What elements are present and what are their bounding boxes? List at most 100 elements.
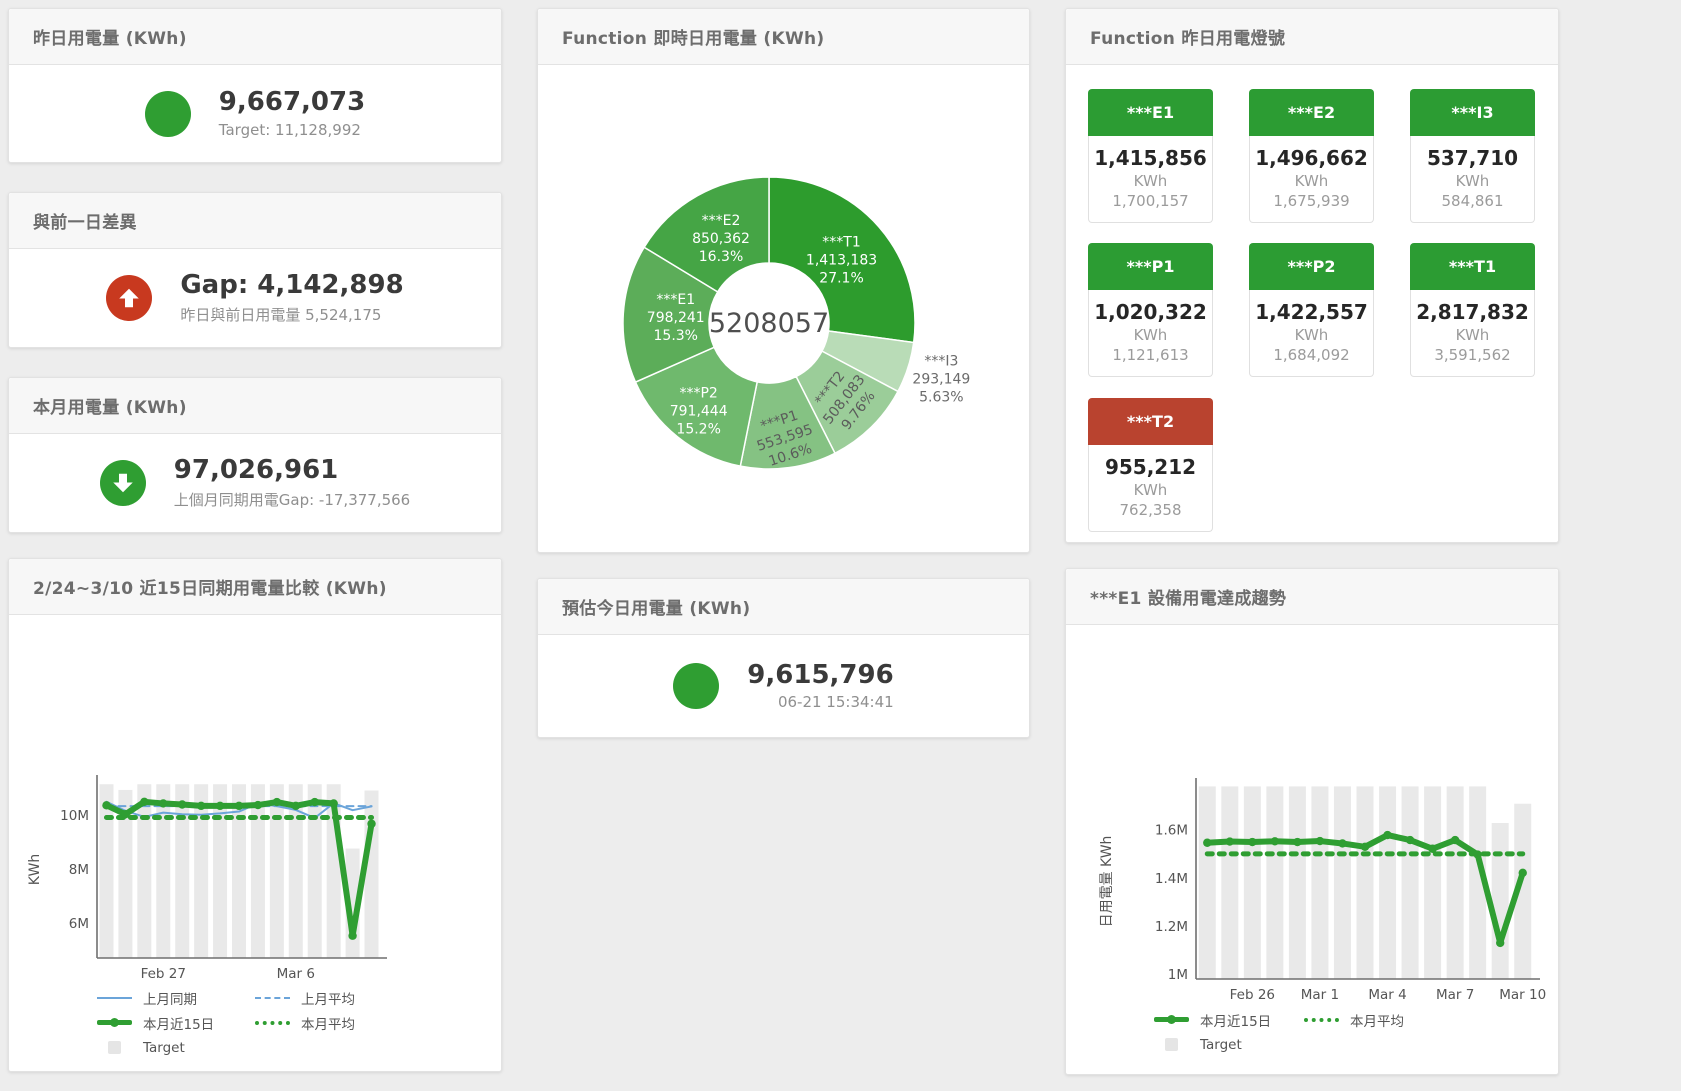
legend-item[interactable]: Target <box>97 1037 255 1059</box>
panel-title: 本月用電量 (KWh) <box>33 398 187 418</box>
status-circle-icon <box>144 90 191 137</box>
target-bar <box>250 784 265 958</box>
tile-target: 1,700,157 <box>1112 192 1189 210</box>
target-bar <box>1266 786 1284 979</box>
tile-target: 584,861 <box>1441 192 1504 210</box>
tile-value: 2,817,832 <box>1416 300 1529 325</box>
legend-label: 上月平均 <box>301 992 355 1008</box>
panel-header: Function 昨日用電燈號 <box>1066 9 1558 65</box>
e1-trend-line-chart: 1M 1.2M 1.4M 1.6M Feb 26 Mar 1 Mar 4 Mar 7 Mar 1… <box>1099 778 1546 1003</box>
legend-item[interactable]: 本月近15日 <box>1154 1009 1304 1031</box>
target-bar <box>1491 823 1509 979</box>
panel-title: Function 即時日用電量 (KWh) <box>562 29 825 49</box>
target-bar <box>175 784 190 958</box>
tile-body: 1,415,856 KWh 1,700,157 <box>1088 136 1213 223</box>
legend-label: 本月平均 <box>301 1017 355 1033</box>
panel-15day-compare: 2/24~3/10 近15日同期用電量比較 (KWh) 6M 8M 10M Feb 2… <box>8 558 502 1072</box>
x-tick-label: Feb 27 <box>141 966 186 982</box>
y-axis-title: 日用電量 KWh <box>1099 836 1115 928</box>
legend-swatch-dashed <box>255 991 290 1005</box>
target-bar <box>269 784 284 958</box>
data-point <box>1203 838 1212 847</box>
x-tick-label: Feb 26 <box>1230 987 1275 1003</box>
target-bar <box>1424 786 1442 979</box>
slice-label: ***P2 791,444 15.2% <box>670 386 728 438</box>
y-tick-label: 1.6M <box>1155 823 1188 839</box>
tile-target: 1,675,939 <box>1273 192 1350 210</box>
compare-line-chart: 6M 8M 10M Feb 27 Mar 6 KWh <box>27 775 387 982</box>
tile-target: 1,121,613 <box>1112 346 1189 365</box>
target-bar <box>288 784 303 958</box>
target-bar <box>118 789 133 958</box>
tile-body: 537,710 KWh 584,861 <box>1410 136 1535 223</box>
data-point <box>367 819 376 828</box>
stat-value: 9,615,796 <box>747 659 894 690</box>
data-point <box>1518 868 1527 878</box>
status-tile: ***I3 537,710 KWh 584,861 <box>1410 89 1535 233</box>
legend-item[interactable]: 本月平均 <box>255 1012 425 1034</box>
legend-label: Target <box>143 1040 185 1056</box>
target-bar <box>1288 786 1306 979</box>
tile-body: 2,817,832 KWh 3,591,562 <box>1410 290 1535 378</box>
donut-slice <box>643 176 770 293</box>
panel-realtime-donut: Function 即時日用電量 (KWh) ***T1 1,413,183 27.1… <box>537 8 1030 553</box>
tile-unit: KWh <box>1133 480 1168 499</box>
target-bar <box>1514 803 1532 979</box>
target-bar <box>1469 786 1487 979</box>
stat-subtitle: 上個月同期用電Gap: -17,377,566 <box>173 490 411 509</box>
target-bar <box>137 784 152 958</box>
status-tile: ***P1 1,020,322 KWh 1,121,613 <box>1088 243 1213 387</box>
panel-title: 與前一日差異 <box>33 213 137 233</box>
data-point <box>1473 850 1482 859</box>
tile-body: 1,496,662 KWh 1,675,939 <box>1249 136 1374 223</box>
data-point <box>140 797 149 807</box>
legend-item[interactable]: Target <box>1154 1034 1304 1056</box>
data-point <box>1248 837 1257 847</box>
data-point <box>102 801 111 810</box>
panel-header: Function 即時日用電量 (KWh) <box>538 9 1029 65</box>
y-tick-label: 1.4M <box>1155 871 1188 887</box>
target-bar <box>1446 786 1464 979</box>
data-point <box>348 931 357 940</box>
tile-value: 1,020,322 <box>1094 300 1207 325</box>
data-point <box>1270 837 1280 846</box>
tile-device-name: ***P2 <box>1249 243 1374 291</box>
chart-legend: 本月近15日 本月平均 Target <box>1154 1009 1474 1056</box>
x-tick-label: Mar 4 <box>1368 987 1406 1003</box>
panel-header: ***E1 設備用電達成趨勢 <box>1066 569 1558 625</box>
data-point <box>291 801 300 811</box>
target-bar <box>213 784 228 958</box>
donut-slice <box>622 246 719 384</box>
target-bar <box>1401 786 1419 979</box>
status-tile-grid: ***E1 1,415,856 KWh 1,700,157 ***E2 1,496,662… <box>1066 65 1558 542</box>
tile-unit: KWh <box>1455 326 1490 345</box>
tile-unit: KWh <box>1294 326 1329 345</box>
panel-title: 預估今日用電量 (KWh) <box>562 599 751 619</box>
status-tile: ***P2 1,422,557 KWh 1,684,092 <box>1249 243 1374 387</box>
panel-month-usage: 本月用電量 (KWh) 97,026,961 上個月同期用電Gap: -17,3… <box>8 377 502 533</box>
tile-device-name: ***P1 <box>1088 243 1213 291</box>
x-tick-label: Mar 7 <box>1436 987 1474 1003</box>
tile-value: 1,496,662 <box>1255 146 1368 170</box>
legend-label: 本月近15日 <box>143 1017 215 1033</box>
legend-swatch-dotted <box>1304 1013 1339 1027</box>
data-point <box>1450 835 1460 845</box>
legend-item[interactable]: 本月平均 <box>1304 1009 1474 1031</box>
stat-value: 97,026,961 <box>173 455 339 486</box>
data-point <box>1293 837 1302 847</box>
slice-label: ***E1 798,241 15.3% <box>647 292 705 344</box>
donut-slice <box>768 176 916 344</box>
panel-header: 與前一日差異 <box>9 193 501 249</box>
panel-title: 昨日用電量 (KWh) <box>33 29 187 49</box>
legend-label: 上月同期 <box>143 992 197 1008</box>
stat-value: 9,667,073 <box>218 87 366 118</box>
panel-day-gap: 與前一日差異 Gap: 4,142,898 昨日與前日用電量 5,524,175 <box>8 192 502 348</box>
data-point <box>1315 836 1325 846</box>
legend-item[interactable]: 上月同期 <box>97 987 255 1009</box>
legend-item[interactable]: 本月近15日 <box>97 1012 255 1034</box>
panel-title: Function 昨日用電燈號 <box>1090 29 1286 49</box>
tile-unit: KWh <box>1133 172 1168 190</box>
legend-item[interactable]: 上月平均 <box>255 987 425 1009</box>
legend-swatch-box <box>97 1041 132 1055</box>
y-tick-label: 10M <box>60 808 89 824</box>
